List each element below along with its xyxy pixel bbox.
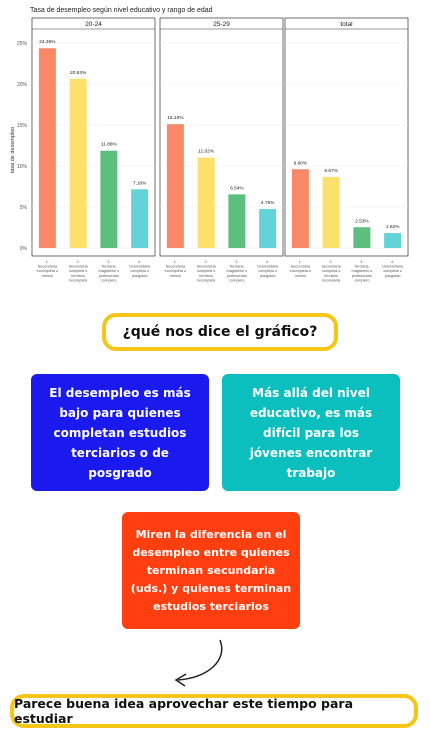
bar	[38, 48, 56, 248]
card-blue: El desempleo es más bajo para quienes co…	[31, 374, 209, 491]
bar-value-label: 9.60%	[294, 160, 308, 166]
bar-value-label: 11.02%	[198, 149, 215, 155]
x-tick-label: 3. Terciaria, magisterio o profesorado compl…	[352, 260, 373, 282]
curved-arrow-icon	[174, 639, 223, 687]
card-orange-text: Miren la diferencia en el desempleo entr…	[130, 527, 292, 613]
x-tick-label: 2. Secundaria completa o terciario incomplet…	[197, 260, 217, 282]
bar	[228, 194, 246, 248]
x-tick-label: 4. Universitaria completa o posgrado	[129, 260, 151, 278]
bar	[259, 209, 277, 248]
question-banner: ¿qué nos dice el gráfico?	[102, 313, 338, 351]
y-tick-label: 20%	[17, 82, 28, 88]
y-tick-label: 0%	[20, 246, 28, 252]
bar	[69, 78, 87, 248]
x-tick-label: 4. Universitaria completa o posgrado	[257, 260, 279, 278]
conclusion-banner: Parece buena idea aprovechar este tiempo…	[10, 694, 418, 728]
question-text: ¿qué nos dice el gráfico?	[122, 324, 318, 340]
panel-title: total	[340, 21, 353, 28]
unemployment-chart: Tasa de desempleo según nivel educativo …	[10, 7, 409, 282]
x-tick-label: 2. Secundaria completa o terciario incomplet…	[322, 260, 342, 282]
bar-value-label: 7.16%	[133, 180, 147, 186]
bar-value-label: 1.82%	[386, 224, 400, 230]
card-orange: Miren la diferencia en el desempleo entr…	[122, 512, 300, 629]
y-tick-label: 10%	[17, 164, 28, 170]
bar-value-label: 6.54%	[230, 185, 244, 191]
bar	[384, 233, 402, 248]
bar-value-label: 20.63%	[70, 70, 87, 76]
y-tick-label: 5%	[20, 205, 28, 211]
panel-title: 20-24	[85, 21, 102, 28]
conclusion-text: Parece buena idea aprovechar este tiempo…	[14, 696, 354, 726]
x-tick-label: 1. Secundaria incompleta o menos	[165, 260, 187, 278]
x-tick-label: 3. Terciaria, magisterio o profesorado compl…	[227, 260, 248, 282]
x-tick-label: 4. Universitaria completa o posgrado	[382, 260, 404, 278]
x-tick-label: 2. Secundaria completa o terciario incomplet…	[69, 260, 89, 282]
x-tick-label: 3. Terciaria, magisterio o profesorado compl…	[99, 260, 120, 282]
x-tick-label: 1. Secundaria incompleta o menos	[37, 260, 59, 278]
x-tick-label: 1. Secundaria incompleta o menos	[290, 260, 312, 278]
panel-title: 25-29	[213, 21, 230, 28]
bar	[353, 227, 371, 248]
bar-value-label: 4.75%	[261, 200, 275, 206]
bar-value-label: 24.36%	[39, 39, 56, 45]
bar	[291, 169, 309, 248]
chart-title: Tasa de desempleo según nivel educativo …	[30, 7, 213, 14]
card-teal: Más allá del nivel educativo, es más dif…	[222, 374, 400, 491]
y-tick-label: 15%	[17, 123, 28, 129]
bar	[131, 189, 149, 248]
bar-value-label: 2.53%	[355, 218, 369, 224]
y-axis-label: tasa de desempleo	[10, 127, 16, 173]
bar-value-label: 15.10%	[167, 115, 184, 121]
bar-value-label: 11.86%	[101, 142, 118, 148]
bar	[100, 150, 118, 248]
bar	[197, 157, 215, 248]
card-blue-text: El desempleo es más bajo para quienes co…	[49, 385, 191, 480]
bar-value-label: 8.67%	[324, 168, 338, 174]
bar	[322, 176, 340, 248]
y-tick-label: 25%	[17, 41, 28, 47]
card-teal-text: Más allá del nivel educativo, es más dif…	[249, 385, 373, 480]
bar	[166, 124, 184, 248]
